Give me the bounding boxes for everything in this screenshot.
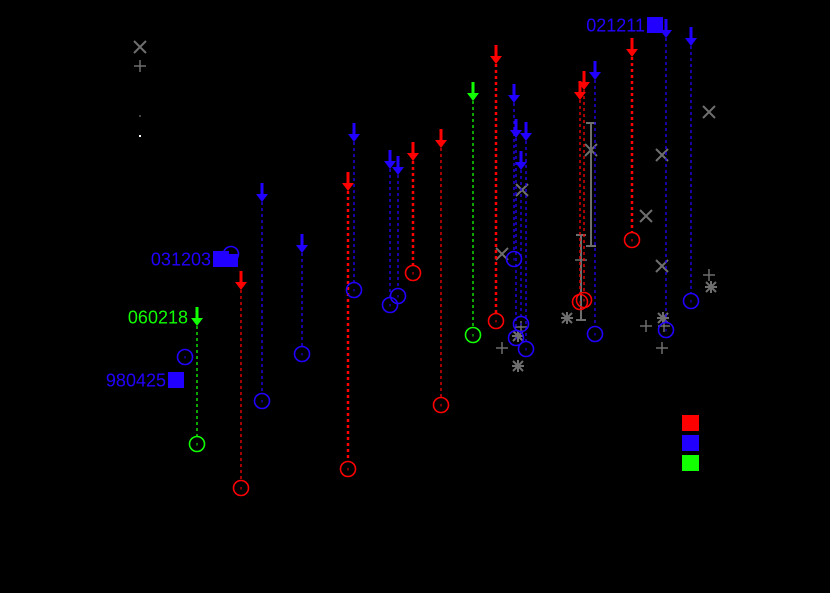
tiny-point — [139, 135, 141, 137]
arrow-head-icon — [348, 134, 360, 142]
square-marker-icon — [168, 372, 184, 388]
annotations: 021211 031203 060218 980425 — [106, 16, 663, 391]
gray-star-marker — [512, 330, 524, 342]
drop-line-blue — [345, 123, 363, 299]
annotation-text: 021211 — [586, 16, 645, 36]
arrow-head-icon — [256, 194, 268, 202]
circle-marker — [517, 340, 535, 358]
drop-line-blue — [682, 27, 700, 310]
drop-line-red — [432, 129, 450, 414]
arrow-head-icon — [235, 282, 247, 290]
circle-marker — [345, 281, 363, 299]
drop-line-blue — [507, 119, 525, 347]
drop-lines — [176, 19, 700, 497]
arrow-head-icon — [435, 140, 447, 148]
annotation-label-060218: 060218 — [128, 308, 188, 328]
circle-marker — [188, 435, 206, 453]
circle-marker — [389, 287, 407, 305]
legend-swatch-0 — [682, 415, 699, 431]
circle-marker — [657, 321, 675, 339]
arrow-head-icon — [342, 183, 354, 191]
drop-line-blue — [512, 151, 530, 333]
arrow-head-icon — [392, 167, 404, 175]
arrow-head-icon — [574, 92, 586, 100]
drop-line-red — [623, 38, 641, 249]
legend-swatch-1 — [682, 435, 699, 451]
gray-plus-marker — [656, 342, 668, 354]
gray-plus-marker — [640, 320, 652, 332]
arrow-head-icon — [515, 162, 527, 170]
arrow-head-icon — [578, 82, 590, 90]
arrow-head-icon — [407, 153, 419, 161]
drop-line-blue — [389, 156, 407, 305]
drop-line-green — [464, 82, 482, 344]
circle-marker — [404, 264, 422, 282]
circle-marker — [339, 460, 357, 478]
arrow-head-icon — [589, 72, 601, 80]
annotation-label-021211: 021211 — [586, 16, 663, 36]
circle-marker — [487, 312, 505, 330]
drop-line-blue — [505, 84, 523, 268]
drop-line-red — [487, 45, 505, 330]
gray-plus-marker — [134, 60, 146, 72]
drop-line-red — [232, 271, 250, 497]
circle-marker — [623, 231, 641, 249]
gray-plus-marker — [496, 342, 508, 354]
annotation-label-031203: 031203 — [151, 245, 240, 270]
arrow-head-icon — [685, 38, 697, 46]
circle-marker — [176, 348, 194, 366]
circle-marker — [232, 479, 250, 497]
annotation-text: 060218 — [128, 308, 188, 328]
circle-marker — [293, 345, 311, 363]
circle-marker — [512, 315, 530, 333]
arrow-head-icon — [520, 133, 532, 141]
tiny-point — [139, 115, 141, 117]
square-marker-icon — [647, 17, 663, 33]
circle-marker — [575, 291, 593, 309]
gray-plus-marker — [703, 269, 715, 281]
circle-marker — [505, 250, 523, 268]
gray-star-marker — [561, 312, 573, 324]
circle-marker — [253, 392, 271, 410]
drop-line-blue — [586, 61, 604, 343]
annotation-label-980425: 980425 — [106, 371, 184, 391]
gray-x-marker — [133, 40, 147, 54]
gray-x-marker — [702, 105, 716, 119]
arrow-head-icon — [467, 93, 479, 101]
arrow-head-icon — [626, 49, 638, 57]
drop-line-green — [188, 307, 206, 453]
arrow-head-icon — [384, 161, 396, 169]
legend-swatch-2 — [682, 455, 699, 471]
circle-marker — [682, 292, 700, 310]
drop-line-blue — [253, 183, 271, 410]
drop-line-blue — [517, 122, 535, 358]
gray-star-marker — [657, 312, 669, 324]
arrow-head-icon — [296, 245, 308, 253]
drop-line-red — [404, 142, 422, 282]
circle-marker — [432, 396, 450, 414]
arrow-head-icon — [508, 95, 520, 103]
circle-marker — [464, 326, 482, 344]
drop-line-blue — [293, 234, 311, 363]
gray-star-marker — [705, 281, 717, 293]
error-bar — [586, 122, 596, 247]
arrow-head-icon — [191, 318, 203, 326]
annotation-text: 031203 — [151, 250, 211, 270]
arrow-head-icon — [490, 56, 502, 64]
legend — [682, 415, 699, 471]
drop-line-red — [575, 71, 593, 309]
arrow-head-icon — [510, 130, 522, 138]
drop-line-red — [339, 172, 357, 478]
circle-marker — [586, 325, 604, 343]
gray-star-marker — [512, 360, 524, 372]
annotation-text: 980425 — [106, 371, 166, 391]
gray-x-marker — [639, 209, 653, 223]
